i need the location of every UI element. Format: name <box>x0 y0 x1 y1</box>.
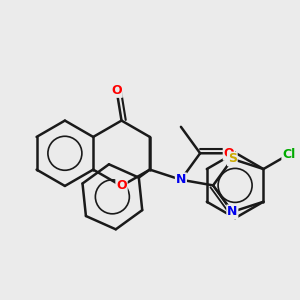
Text: O: O <box>111 84 122 97</box>
Text: N: N <box>227 205 238 218</box>
Text: Cl: Cl <box>282 148 296 161</box>
Text: O: O <box>224 147 234 160</box>
Text: N: N <box>176 173 186 186</box>
Text: S: S <box>228 152 237 165</box>
Text: O: O <box>116 179 127 193</box>
